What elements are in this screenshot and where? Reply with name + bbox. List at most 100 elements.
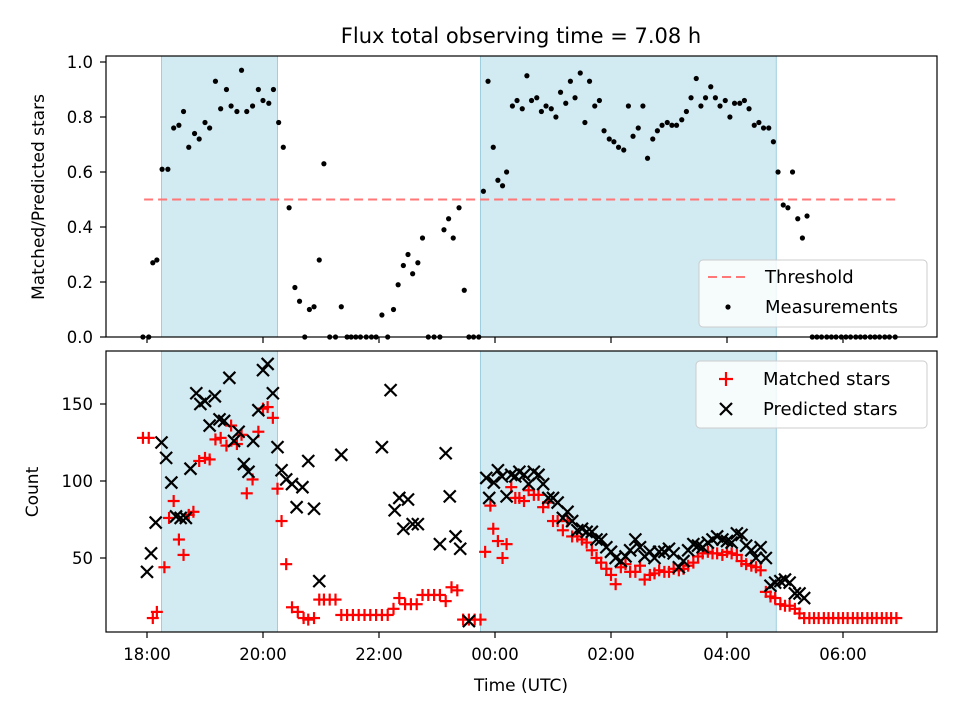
measurement-point [727, 114, 733, 120]
predicted-star-point [274, 463, 289, 477]
predicted-x-b [778, 572, 792, 587]
predicted-star-point [295, 480, 310, 494]
predicted-star-point [301, 454, 316, 468]
measurement-point [770, 139, 777, 145]
predicted-star-point [217, 414, 231, 428]
matched-star-point [291, 605, 304, 618]
measurement-point [260, 97, 266, 104]
matched-star-point [393, 592, 406, 605]
predicted-x-b [285, 477, 299, 491]
predicted-x-b [334, 448, 349, 462]
top-x-ticks [146, 337, 844, 343]
legend-matched-label: Matched stars [763, 369, 890, 390]
measurement-point [228, 103, 234, 109]
matched-star-point [439, 595, 452, 608]
measurement-point [737, 100, 743, 106]
measurement-point [316, 257, 322, 263]
predicted-star-point [179, 511, 193, 525]
matched-star-point [261, 401, 274, 414]
measurement-point [495, 177, 501, 183]
predicted-star-point [565, 514, 579, 528]
measurement-point [795, 216, 801, 222]
measurement-point [249, 103, 256, 109]
measurement-point [171, 125, 177, 131]
predicted-x-b [438, 446, 453, 461]
predicted-x-b [753, 540, 768, 554]
measurement-point [538, 108, 545, 115]
predicted-x-b [608, 551, 623, 565]
matched-star-point [433, 588, 446, 601]
measurement-point [693, 75, 699, 82]
measurement-point [586, 78, 593, 84]
measurement-point [746, 106, 752, 112]
measurement-point [553, 114, 559, 120]
predicted-x-b [575, 521, 589, 536]
predicted-star-point [251, 403, 266, 417]
measurement-point [673, 122, 680, 128]
predicted-x-b [301, 454, 316, 468]
measurement-point [741, 97, 748, 104]
bottom-y-axis: 50 100 150 [62, 395, 106, 568]
predicted-star-point [312, 574, 327, 588]
measurement-point [405, 251, 411, 258]
predicted-star-point [691, 538, 705, 553]
measurement-point [311, 304, 317, 310]
measurement-point [509, 103, 515, 109]
predicted-x-b [479, 471, 494, 485]
predicted-x-b [623, 543, 637, 558]
predicted-x-b [594, 532, 608, 547]
legend-predicted-swatch [719, 402, 733, 416]
predicted-x-b [536, 477, 550, 491]
matched-star-point [209, 433, 222, 446]
predicted-x-b [148, 515, 163, 530]
measurement-point [180, 108, 187, 115]
predicted-x-b [782, 575, 797, 590]
matched-star-point [532, 488, 545, 501]
measurement-point [519, 106, 525, 112]
top-y-tick-label: 0.4 [67, 218, 93, 237]
predicted-x-b [237, 457, 251, 471]
predicted-star-point [222, 371, 237, 385]
predicted-star-point [724, 535, 739, 550]
measurement-point [640, 103, 646, 109]
predicted-x-b [517, 468, 531, 482]
measurement-point [176, 122, 182, 128]
matched-star-point [280, 558, 293, 571]
predicted-x-b [797, 591, 811, 605]
top-legend-box [698, 259, 928, 328]
measurement-point [196, 136, 202, 142]
predicted-x-b [482, 491, 496, 505]
predicted-star-point [208, 389, 222, 404]
measurement-point [446, 216, 452, 222]
matched-star-point [381, 608, 394, 621]
measurement-point [266, 100, 272, 106]
predicted-star-point [401, 492, 415, 507]
predicted-star-point [589, 532, 604, 547]
predicted-x-b [749, 551, 763, 565]
measurement-point [276, 119, 282, 126]
predicted-star-point [231, 424, 246, 439]
predicted-star-point [730, 526, 744, 541]
predicted-x-b [487, 475, 501, 490]
measurement-point [679, 117, 685, 123]
matched-star-point [491, 535, 504, 548]
measurement-point [572, 95, 578, 101]
bottom-x-tick-label: 20:00 [239, 645, 287, 664]
predicted-star-point [183, 461, 198, 476]
matched-star-point [214, 431, 227, 444]
measurement-point [485, 78, 491, 84]
measurement-point [461, 287, 467, 293]
bottom-shaded-interval-0 [161, 350, 278, 633]
measurement-point [606, 136, 612, 142]
predicted-star-point [517, 468, 531, 482]
predicted-x-b [401, 492, 415, 507]
measurement-point [756, 119, 762, 126]
matched-star-point [387, 602, 400, 615]
measurement-point [280, 144, 286, 150]
matched-star-point [302, 613, 315, 626]
predicted-star-point [633, 540, 647, 554]
predicted-star-point [628, 532, 643, 547]
matched-star-point [518, 495, 530, 508]
measurement-point [630, 133, 636, 139]
